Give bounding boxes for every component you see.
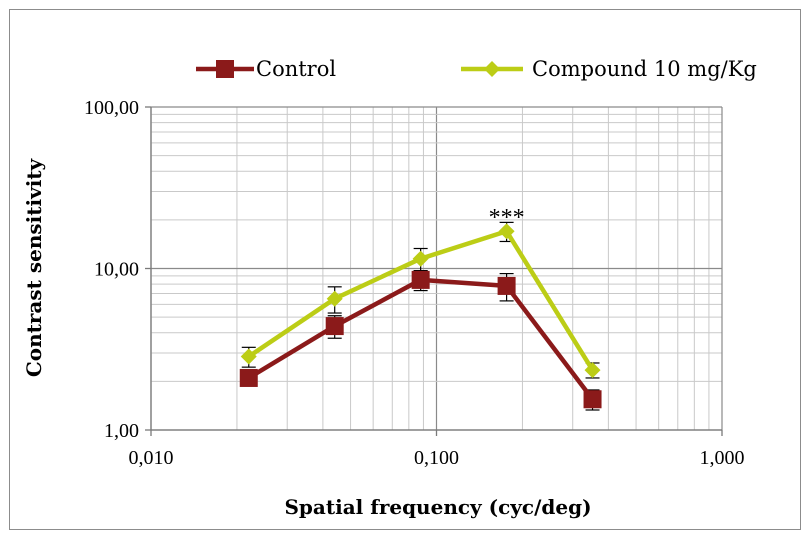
x-tick-label: 1,000 [700, 447, 745, 469]
legend: Control Compound 10 mg/Kg [196, 57, 757, 81]
legend-item-compound: Compound 10 mg/Kg [461, 57, 757, 81]
legend-marker-diamond [484, 61, 500, 77]
series-layer [239, 221, 602, 411]
data-point-square [325, 317, 344, 336]
data-point-diamond [498, 223, 515, 240]
y-axis-title: Contrast sensitivity [22, 157, 46, 377]
axes [145, 106, 723, 436]
y-tick-label: 1,00 [104, 420, 139, 442]
data-point-square [411, 270, 430, 289]
data-point-diamond [584, 362, 601, 379]
tick-labels: 1,00 10,00 100,00 0,010 0,100 1,000 [84, 97, 745, 469]
data-point-square [583, 390, 602, 409]
significance-annotation: *** [489, 205, 525, 231]
data-point-diamond [240, 348, 257, 365]
grid-lines [150, 106, 723, 431]
data-point-square [239, 368, 258, 387]
x-axis-title: Spatial frequency (cyc/deg) [284, 495, 591, 519]
y-tick-label: 100,00 [84, 97, 139, 119]
x-tick-label: 0,010 [129, 447, 174, 469]
data-point-diamond [326, 290, 343, 307]
data-point-diamond [412, 250, 429, 267]
annotations: *** [489, 205, 525, 231]
data-point-square [497, 276, 516, 295]
legend-marker-square [216, 60, 234, 78]
series-control [239, 270, 602, 411]
y-tick-label: 10,00 [94, 259, 139, 281]
x-tick-label: 0,100 [414, 447, 459, 469]
chart-frame [9, 9, 801, 530]
legend-item-control: Control [196, 57, 336, 81]
legend-label: Compound 10 mg/Kg [532, 57, 757, 81]
series-compound [240, 221, 601, 379]
legend-label: Control [256, 57, 336, 81]
